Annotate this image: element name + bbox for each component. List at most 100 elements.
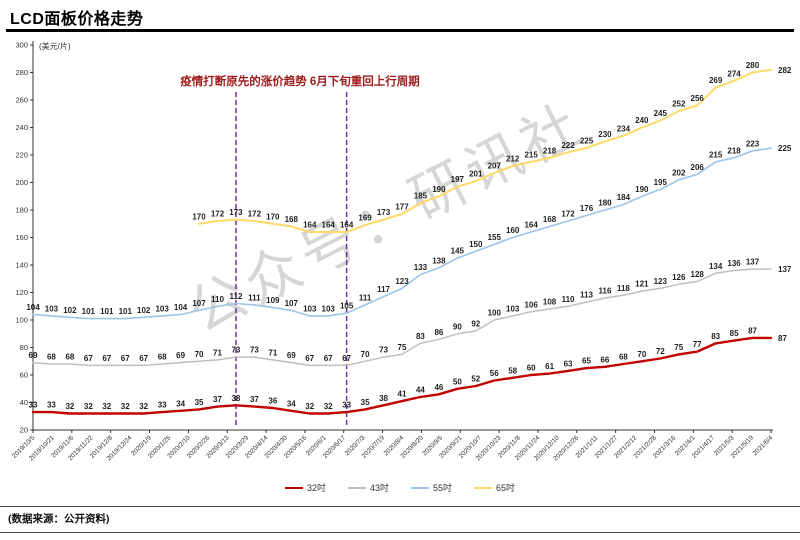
data-label-32吋: 66 bbox=[600, 355, 609, 364]
data-source-note: (数据来源：公开资料) bbox=[8, 513, 110, 525]
data-label-55吋: 111 bbox=[359, 293, 372, 302]
data-label-55吋: 104 bbox=[174, 303, 188, 312]
data-label-32吋: 37 bbox=[250, 395, 259, 404]
data-label-32吋: 50 bbox=[453, 377, 462, 386]
legend-label-65吋: 65吋 bbox=[496, 483, 516, 493]
data-label-43吋: 100 bbox=[488, 309, 502, 318]
data-label-43吋: 67 bbox=[324, 354, 333, 363]
data-label-32吋: 63 bbox=[564, 359, 573, 368]
data-label-55吋: 103 bbox=[303, 304, 317, 313]
chart-legend: 32吋 43吋 55吋 65吋 bbox=[0, 481, 800, 494]
legend-item-55吋: 55吋 bbox=[411, 481, 452, 494]
data-label-65吋: 218 bbox=[543, 146, 557, 155]
data-label-55吋: 111 bbox=[248, 293, 261, 302]
bottom-divider bbox=[0, 532, 800, 533]
data-label-65吋: 222 bbox=[561, 141, 575, 150]
legend-swatch-32吋 bbox=[284, 486, 303, 489]
price-chart: 公众号：研讯社204060801001201401601802002202402… bbox=[11, 41, 792, 463]
data-label-65吋: 190 bbox=[432, 185, 446, 194]
page-title: LCD面板价格走势 bbox=[10, 11, 144, 28]
data-label-43吋: 73 bbox=[379, 346, 388, 355]
data-label-32吋: 32 bbox=[65, 402, 74, 411]
y-tick-label: 220 bbox=[15, 151, 28, 160]
data-label-43吋: 67 bbox=[121, 354, 130, 363]
data-label-32吋: 61 bbox=[545, 362, 554, 371]
data-label-55吋: 138 bbox=[432, 256, 446, 265]
data-label-55吋: 218 bbox=[727, 146, 741, 155]
data-label-43吋: 67 bbox=[84, 354, 93, 363]
data-label-55吋: 184 bbox=[617, 193, 631, 202]
data-label-32吋: 46 bbox=[434, 383, 443, 392]
data-label-55吋: 155 bbox=[488, 233, 502, 242]
y-tick-label: 120 bbox=[15, 288, 28, 297]
data-label-43吋: 70 bbox=[361, 350, 370, 359]
data-label-43吋: 67 bbox=[342, 354, 351, 363]
data-label-32吋: 32 bbox=[102, 402, 111, 411]
series-line-43吋 bbox=[32, 268, 772, 367]
data-label-65吋: 173 bbox=[377, 208, 391, 217]
data-label-43吋: 106 bbox=[524, 300, 538, 309]
data-label-55吋: 101 bbox=[100, 307, 114, 316]
data-label-55吋: 103 bbox=[45, 304, 59, 313]
data-label-43吋: 136 bbox=[727, 259, 741, 268]
legend-label-32吋: 32吋 bbox=[306, 483, 326, 493]
data-label-32吋: 75 bbox=[674, 343, 683, 352]
data-label-32吋: 36 bbox=[268, 397, 277, 406]
data-label-65吋: 207 bbox=[488, 161, 502, 170]
data-label-43吋: 103 bbox=[506, 304, 520, 313]
data-label-65吋: 280 bbox=[746, 61, 760, 70]
data-label-55吋: 190 bbox=[635, 185, 649, 194]
data-label-32吋: 33 bbox=[29, 401, 38, 410]
data-label-32吋: 70 bbox=[637, 350, 646, 359]
data-label-32吋: 85 bbox=[730, 329, 739, 338]
data-label-32吋: 34 bbox=[176, 399, 185, 408]
data-label-65吋: 164 bbox=[340, 221, 354, 230]
y-tick-label: 200 bbox=[15, 178, 28, 187]
data-label-55吋: 107 bbox=[285, 299, 299, 308]
data-label-43吋: 75 bbox=[398, 343, 407, 352]
data-label-32吋: 60 bbox=[527, 364, 536, 373]
data-label-65吋: 173 bbox=[229, 208, 243, 217]
data-label-55吋: 145 bbox=[451, 247, 465, 256]
data-label-43吋: 128 bbox=[691, 270, 705, 279]
data-label-32吋: 44 bbox=[416, 386, 425, 395]
data-label-43吋: 67 bbox=[139, 354, 148, 363]
data-label-32吋: 83 bbox=[711, 332, 720, 341]
data-label-55吋: 172 bbox=[561, 210, 575, 219]
data-label-43吋: 69 bbox=[29, 351, 38, 360]
data-label-65吋: 172 bbox=[248, 210, 262, 219]
legend-swatch-43吋 bbox=[347, 486, 366, 489]
y-tick-label: 80 bbox=[20, 343, 28, 352]
data-label-43吋: 68 bbox=[47, 353, 56, 362]
data-label-32吋: 58 bbox=[508, 366, 517, 375]
data-label-43吋: 108 bbox=[543, 298, 557, 307]
data-label-43吋: 83 bbox=[416, 332, 425, 341]
data-label-43吋: 121 bbox=[635, 280, 649, 289]
data-label-43吋: 116 bbox=[598, 287, 611, 296]
data-label-32吋: 77 bbox=[693, 340, 702, 349]
data-label-55吋: 104 bbox=[26, 303, 40, 312]
y-tick-label: 40 bbox=[20, 398, 28, 407]
data-label-32吋: 38 bbox=[231, 394, 240, 403]
data-label-32吋: 32 bbox=[305, 402, 314, 411]
legend-item-32吋: 32吋 bbox=[284, 481, 326, 494]
legend-label-55吋: 55吋 bbox=[433, 483, 453, 493]
data-label-65吋: 282 bbox=[778, 66, 792, 75]
data-label-43吋: 71 bbox=[268, 348, 277, 357]
legend-swatch-65吋 bbox=[474, 486, 493, 489]
data-label-43吋: 71 bbox=[213, 348, 222, 357]
data-label-65吋: 225 bbox=[580, 137, 594, 146]
data-label-55吋: 206 bbox=[691, 163, 705, 172]
data-label-55吋: 168 bbox=[543, 215, 557, 224]
data-label-65吋: 230 bbox=[598, 130, 612, 139]
data-label-55吋: 123 bbox=[395, 277, 409, 286]
title-divider bbox=[6, 29, 794, 32]
series-line-65吋 bbox=[198, 68, 772, 233]
data-label-43吋: 134 bbox=[709, 262, 723, 271]
data-label-55吋: 102 bbox=[137, 306, 151, 315]
data-label-43吋: 73 bbox=[231, 346, 240, 355]
series-line-55吋 bbox=[32, 147, 772, 320]
data-label-55吋: 112 bbox=[229, 292, 242, 301]
data-label-55吋: 176 bbox=[580, 204, 594, 213]
data-label-43吋: 70 bbox=[195, 350, 204, 359]
